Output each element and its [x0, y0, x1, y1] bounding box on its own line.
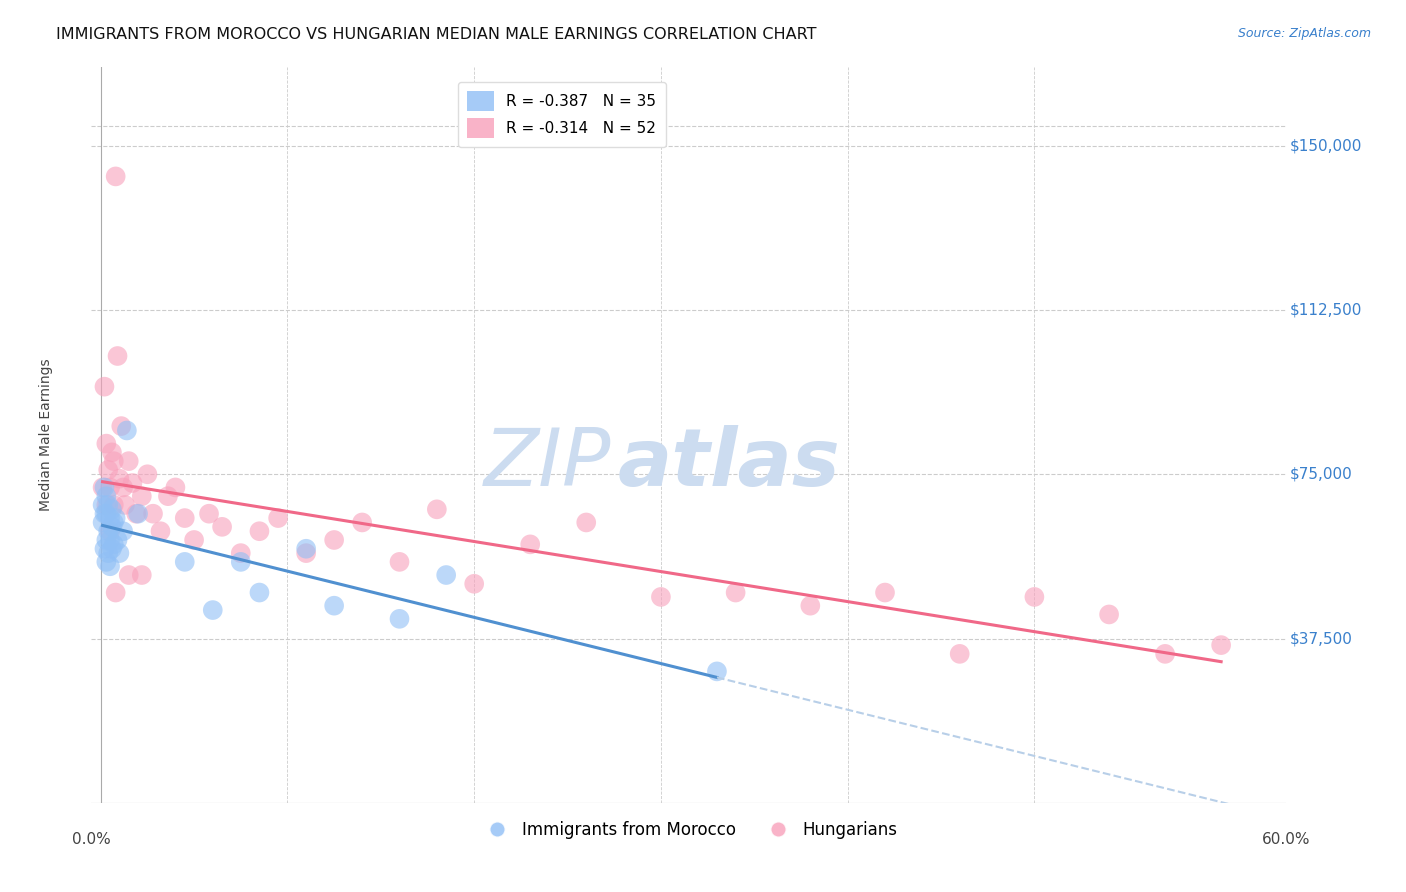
Point	[101, 445, 124, 459]
Point	[201, 603, 224, 617]
Text: $112,500: $112,500	[1291, 302, 1362, 318]
Point	[93, 379, 115, 393]
Point	[103, 516, 125, 530]
Point	[249, 524, 271, 539]
Text: atlas: atlas	[617, 425, 839, 503]
Point	[388, 612, 411, 626]
Point	[97, 463, 120, 477]
Point	[108, 472, 131, 486]
Point	[173, 555, 195, 569]
Point	[118, 568, 141, 582]
Point	[1211, 638, 1233, 652]
Point	[267, 511, 290, 525]
Point	[121, 476, 143, 491]
Point	[98, 511, 121, 525]
Point	[323, 533, 346, 547]
Point	[463, 576, 485, 591]
Point	[131, 568, 153, 582]
Point	[724, 585, 747, 599]
Point	[101, 502, 124, 516]
Point	[98, 480, 121, 494]
Point	[91, 498, 114, 512]
Point	[295, 546, 318, 560]
Point	[706, 665, 728, 679]
Point	[1154, 647, 1177, 661]
Point	[949, 647, 972, 661]
Point	[97, 546, 120, 560]
Point	[91, 480, 114, 494]
Text: $75,000: $75,000	[1291, 467, 1353, 482]
Point	[108, 546, 131, 560]
Point	[107, 349, 129, 363]
Point	[173, 511, 195, 525]
Point	[98, 533, 121, 547]
Point	[125, 507, 148, 521]
Point	[229, 546, 252, 560]
Point	[650, 590, 672, 604]
Point	[115, 424, 138, 438]
Point	[96, 498, 118, 512]
Point	[165, 480, 187, 494]
Text: IMMIGRANTS FROM MOROCCO VS HUNGARIAN MEDIAN MALE EARNINGS CORRELATION CHART: IMMIGRANTS FROM MOROCCO VS HUNGARIAN MED…	[56, 27, 817, 42]
Point	[118, 454, 141, 468]
Text: 60.0%: 60.0%	[1263, 832, 1310, 847]
Point	[96, 489, 118, 503]
Point	[295, 541, 318, 556]
Point	[101, 520, 124, 534]
Point	[101, 541, 124, 556]
Point	[136, 467, 159, 482]
Point	[799, 599, 821, 613]
Point	[873, 585, 896, 599]
Point	[112, 480, 135, 494]
Point	[97, 524, 120, 539]
Point	[142, 507, 165, 521]
Point	[96, 436, 118, 450]
Point	[107, 533, 129, 547]
Text: 0.0%: 0.0%	[72, 832, 111, 847]
Text: Median Male Earnings: Median Male Earnings	[39, 359, 53, 511]
Point	[183, 533, 205, 547]
Point	[112, 524, 135, 539]
Point	[96, 555, 118, 569]
Point	[104, 169, 127, 184]
Text: ZIP: ZIP	[484, 425, 612, 503]
Text: Source: ZipAtlas.com: Source: ZipAtlas.com	[1237, 27, 1371, 40]
Point	[575, 516, 598, 530]
Point	[96, 533, 118, 547]
Point	[131, 489, 153, 503]
Point	[103, 454, 125, 468]
Point	[229, 555, 252, 569]
Point	[127, 507, 149, 521]
Point	[93, 541, 115, 556]
Point	[93, 507, 115, 521]
Point	[104, 585, 127, 599]
Point	[426, 502, 449, 516]
Point	[98, 524, 121, 539]
Point	[91, 516, 114, 530]
Point	[1098, 607, 1121, 622]
Point	[104, 511, 127, 525]
Point	[114, 498, 136, 512]
Point	[98, 559, 121, 574]
Point	[149, 524, 172, 539]
Point	[323, 599, 346, 613]
Text: $37,500: $37,500	[1291, 631, 1353, 646]
Point	[1024, 590, 1046, 604]
Point	[103, 498, 125, 512]
Point	[211, 520, 233, 534]
Point	[156, 489, 179, 503]
Point	[110, 419, 132, 434]
Text: $150,000: $150,000	[1291, 138, 1362, 153]
Point	[434, 568, 457, 582]
Point	[198, 507, 221, 521]
Point	[96, 507, 118, 521]
Point	[93, 480, 115, 494]
Point	[519, 537, 541, 551]
Point	[352, 516, 374, 530]
Point	[249, 585, 271, 599]
Point	[103, 537, 125, 551]
Point	[388, 555, 411, 569]
Legend: Immigrants from Morocco, Hungarians: Immigrants from Morocco, Hungarians	[474, 814, 904, 846]
Point	[97, 498, 120, 512]
